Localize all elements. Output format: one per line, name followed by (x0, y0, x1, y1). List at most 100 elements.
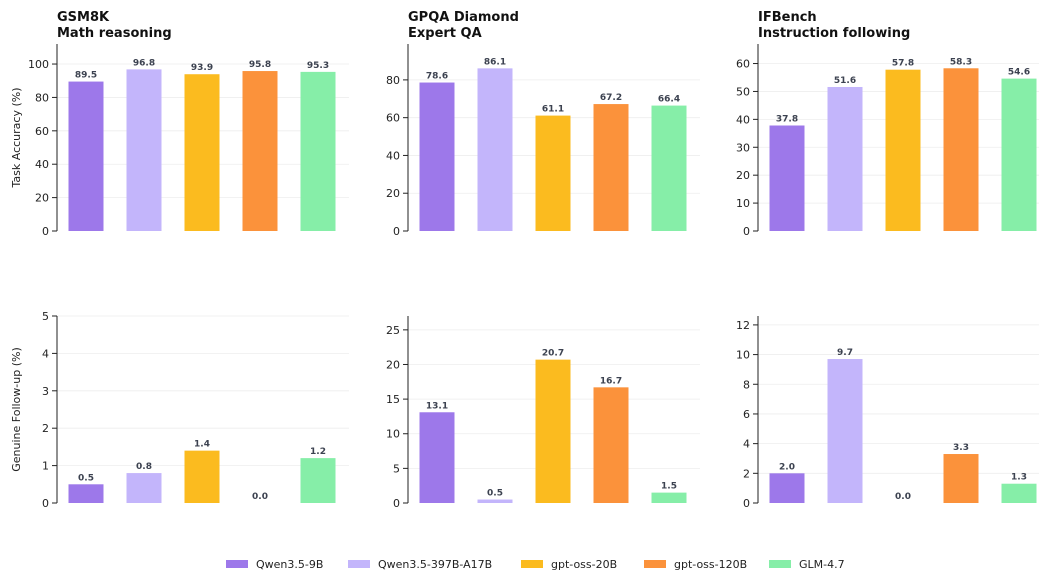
y-tick-label: 20 (386, 358, 400, 371)
y-tick-label: 4 (743, 438, 750, 451)
y-tick-label: 2 (42, 422, 49, 435)
legend: Qwen3.5-9B Qwen3.5-397B-A17B gpt-oss-20B gp… (226, 558, 845, 571)
bar-gpt-oss-120b (593, 387, 629, 503)
y-tick-label: 0 (393, 497, 400, 510)
y-tick-label: 10 (736, 349, 750, 362)
data-label: 1.3 (1011, 473, 1027, 483)
bar-gpt-oss-120b (943, 68, 979, 231)
data-label: 78.6 (426, 72, 448, 82)
chart-panel-2: 78.6 86.1 61.1 67.2 66.4 0 20 40 60 80 GPQA Diamon… (386, 10, 700, 238)
legend-label: Qwen3.5-397B-A17B (378, 558, 492, 571)
panels: 89.596.8 93.9 95.8 95.3020406080100GSM8KMat… (10, 10, 1039, 510)
y-tick-label: 1 (42, 460, 49, 473)
data-label: 86.1 (484, 57, 506, 67)
legend-swatch (769, 560, 791, 568)
y-tick-label: 20 (35, 192, 49, 205)
y-tick-label: 15 (386, 393, 400, 406)
bar-qwen3-5-9b (68, 484, 104, 503)
y-tick-label: 0 (743, 225, 750, 238)
bar-qwen3-5-9b (769, 125, 805, 231)
y-tick-label: 20 (736, 169, 750, 182)
bar-qwen3-5-397b-a17b (477, 499, 513, 503)
y-tick-label: 2 (743, 467, 750, 480)
y-tick-label: 0 (42, 225, 49, 238)
data-label: 0.0 (895, 492, 911, 502)
legend-swatch (226, 560, 248, 568)
panel-subtitle: Instruction following (758, 26, 910, 41)
panel-subtitle: Math reasoning (57, 26, 172, 41)
y-tick-label: 80 (386, 74, 400, 87)
bar-gpt-oss-20b (184, 74, 220, 231)
legend-item: gpt-oss-120B (644, 558, 747, 571)
chart-panel-5: 13.1 0.5 20.7 16.7 1.5 0 5 10 15 20 25 (386, 316, 700, 510)
y-tick-label: 0 (743, 497, 750, 510)
data-label: 0.5 (487, 489, 503, 499)
data-label: 93.9 (191, 63, 213, 73)
bar-gpt-oss-20b (885, 69, 921, 231)
bar-qwen3-5-9b (68, 81, 104, 232)
bar-qwen3-5-9b (769, 473, 805, 503)
y-axis-label: Genuine Follow-up (%) (10, 347, 23, 472)
bar-gpt-oss-120b (242, 71, 278, 231)
panel-title: IFBench (758, 10, 817, 25)
data-label: 96.8 (133, 58, 155, 68)
bar-qwen3-5-9b (419, 412, 455, 503)
y-axis-label: Task Accuracy (%) (10, 88, 23, 189)
bar-glm-4-7 (1001, 483, 1037, 503)
y-tick-label: 6 (743, 408, 750, 421)
bar-glm-4-7 (300, 71, 336, 232)
bar-gpt-oss-20b (535, 115, 571, 231)
legend-swatch (348, 560, 370, 568)
bar-glm-4-7 (651, 105, 687, 231)
y-tick-label: 60 (35, 125, 49, 138)
y-tick-label: 0 (42, 497, 49, 510)
bar-qwen3-5-397b-a17b (477, 68, 513, 231)
data-label: 54.6 (1008, 68, 1030, 78)
y-tick-label: 50 (736, 85, 750, 98)
y-tick-label: 30 (736, 141, 750, 154)
legend-label: Qwen3.5-9B (256, 558, 323, 571)
y-tick-label: 20 (386, 187, 400, 200)
y-tick-label: 100 (28, 58, 49, 71)
data-label: 95.8 (249, 60, 271, 70)
y-tick-label: 80 (35, 91, 49, 104)
data-label: 13.1 (426, 401, 448, 411)
y-tick-label: 0 (393, 225, 400, 238)
legend-item: Qwen3.5-9B (226, 558, 323, 571)
data-label: 66.4 (658, 95, 680, 105)
chart-panel-1: 89.5 96.8 93.9 95.8 95.3 0 20 40 60 80 100 GSM8KMat… (10, 10, 349, 238)
data-label: 1.2 (310, 447, 326, 457)
data-label: 95.3 (307, 61, 329, 71)
bar-qwen3-5-397b-a17b (827, 86, 863, 231)
bar-qwen3-5-397b-a17b (827, 359, 863, 503)
y-tick-label: 8 (743, 378, 750, 391)
bar-qwen3-5-397b-a17b (126, 69, 162, 231)
bar-gpt-oss-120b (943, 454, 979, 503)
data-label: 58.3 (950, 57, 972, 67)
legend-label: gpt-oss-20B (551, 558, 617, 571)
legend-item: GLM-4.7 (769, 558, 845, 571)
y-tick-label: 3 (42, 385, 49, 398)
y-tick-label: 60 (386, 112, 400, 125)
y-tick-label: 5 (42, 310, 49, 323)
panel-subtitle: Expert QA (408, 26, 482, 41)
data-label: 3.3 (953, 443, 969, 453)
data-label: 51.6 (834, 76, 856, 86)
data-label: 0.8 (136, 462, 152, 472)
data-label: 61.1 (542, 105, 564, 115)
data-label: 1.5 (661, 482, 677, 492)
data-label: 0.0 (252, 492, 268, 502)
legend-swatch (521, 560, 543, 568)
data-label: 57.8 (892, 59, 914, 69)
y-tick-label: 10 (386, 428, 400, 441)
y-tick-label: 5 (393, 462, 400, 475)
data-label: 89.5 (75, 71, 97, 81)
data-label: 2.0 (779, 462, 795, 472)
data-label: 37.8 (776, 114, 798, 124)
bar-glm-4-7 (651, 492, 687, 503)
chart-panel-6: 2.0 9.7 0.0 3.3 1.3 0 2 4 6 8 10 12 (736, 316, 1039, 510)
data-label: 9.7 (837, 348, 853, 358)
legend-item: gpt-oss-20B (521, 558, 617, 571)
bar-gpt-oss-20b (184, 450, 220, 503)
